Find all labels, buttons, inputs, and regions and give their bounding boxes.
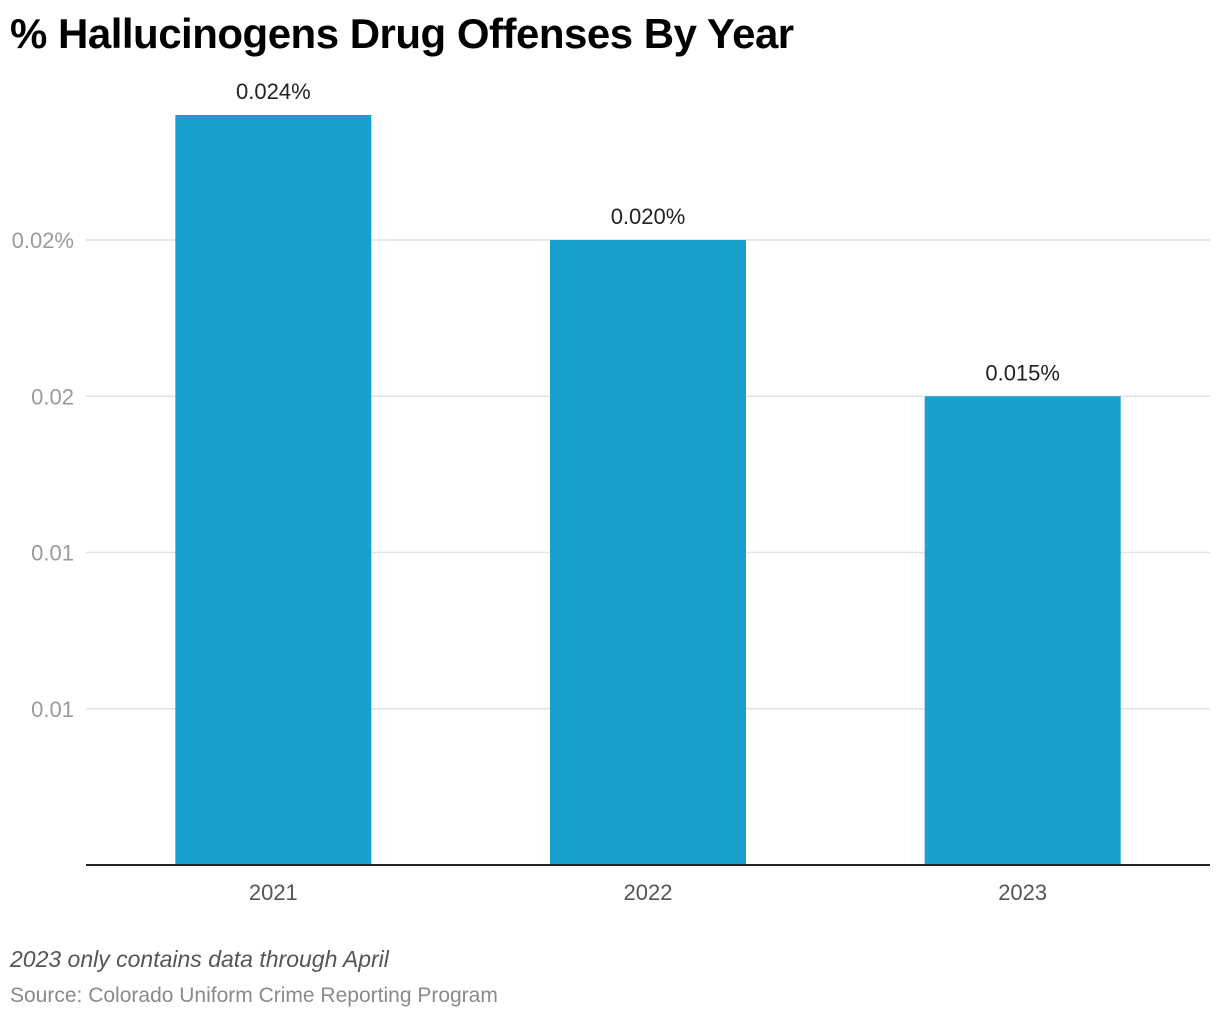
data-label-2021: 0.024% [236, 79, 311, 104]
x-tick-label-2023: 2023 [998, 880, 1047, 905]
data-labels: 0.024% 0.020% 0.015% [236, 79, 1060, 385]
y-tick-label: 0.01 [31, 541, 74, 566]
y-tick-label: 0.02% [12, 228, 74, 253]
bars [175, 115, 1121, 865]
bar-2021 [175, 115, 372, 865]
chart-title: % Hallucinogens Drug Offenses By Year [10, 10, 794, 57]
y-tick-label: 0.01 [31, 697, 74, 722]
x-tick-label-2021: 2021 [249, 880, 298, 905]
bar-2023 [924, 396, 1121, 865]
x-axis-ticks: 2021 2022 2023 [249, 880, 1047, 905]
y-axis-ticks: 0.01 0.01 0.02 0.02% [12, 228, 74, 722]
data-label-2023: 0.015% [985, 360, 1060, 385]
data-label-2022: 0.020% [611, 204, 686, 229]
bar-chart: 0.01 0.01 0.02 0.02% 0.024% 0.020% 0.015% 202… [12, 79, 1210, 905]
bar-2022 [550, 240, 746, 865]
footnote: 2023 only contains data through April [10, 946, 389, 972]
y-tick-label: 0.02 [31, 384, 74, 409]
source-credit: Source: Colorado Uniform Crime Reporting… [10, 984, 498, 1007]
x-tick-label-2022: 2022 [624, 880, 673, 905]
